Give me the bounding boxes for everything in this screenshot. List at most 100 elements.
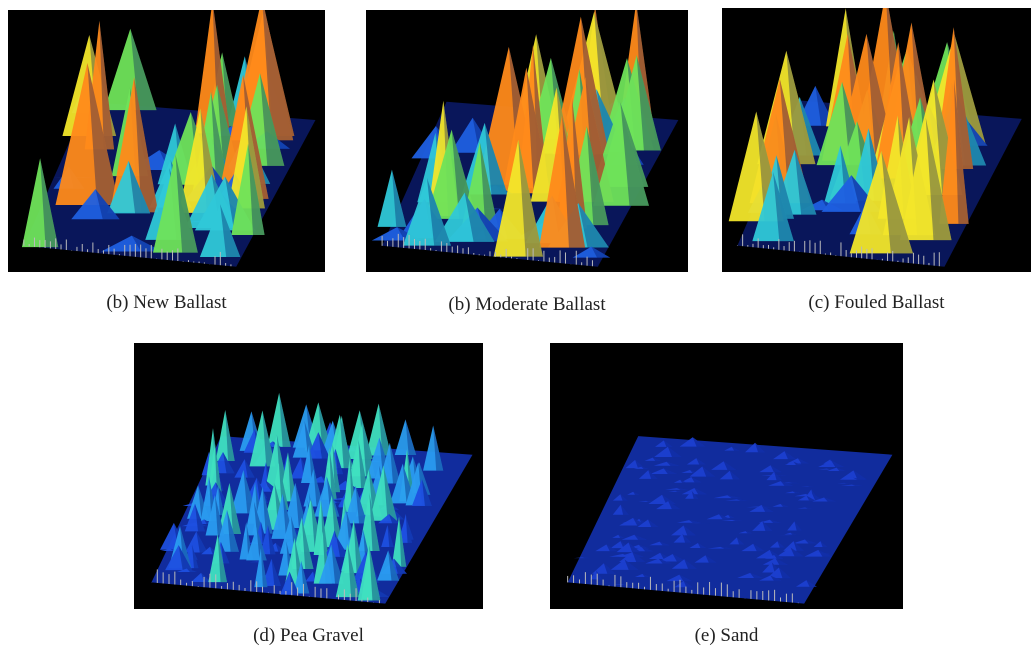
surface-peak-shade — [130, 28, 157, 111]
surface-peak-shade — [268, 487, 279, 492]
surface-peak-shade — [775, 558, 789, 565]
surface-peak — [55, 63, 120, 206]
surface-peak-shade — [267, 525, 276, 555]
surface-peak-shade — [777, 541, 785, 548]
surface-peak-shade — [262, 10, 294, 141]
surface-peak-shade — [641, 466, 649, 469]
surface-peak — [679, 437, 706, 447]
surface-peak-shade — [335, 448, 344, 475]
surface-peak — [818, 468, 836, 470]
surface-peak — [645, 558, 672, 564]
surface-peak — [638, 470, 658, 479]
surface-base — [567, 436, 893, 604]
surface-peak — [759, 465, 782, 473]
surface-peak-shade — [679, 574, 693, 582]
surface-peak-shade — [770, 465, 782, 473]
surface-peak — [784, 461, 802, 466]
surface-peak — [725, 499, 749, 501]
surface-peak-shade — [728, 514, 735, 518]
surface-peak-shade — [720, 546, 734, 549]
surface-peak — [217, 482, 242, 534]
surface-peak — [762, 558, 789, 565]
surface-peak — [625, 459, 645, 469]
surface-peak-shade — [680, 479, 687, 483]
surface-peak — [283, 482, 308, 529]
surface-peak — [752, 520, 773, 531]
surface-peak — [493, 139, 543, 257]
surface-peak-shade — [421, 479, 432, 506]
surface-peak — [378, 513, 400, 524]
surface-peak-shade — [844, 482, 852, 484]
surface-peak-shade — [806, 580, 817, 587]
surface-image — [366, 10, 688, 272]
surface-peak — [304, 402, 332, 451]
surface-peak-shade — [780, 481, 794, 486]
surface-peak-shade — [633, 491, 640, 495]
surface-peak — [411, 479, 432, 506]
surface-peak — [654, 446, 682, 458]
surface-peak — [656, 501, 681, 510]
surface-peak — [685, 490, 699, 499]
surface-peak — [783, 541, 804, 551]
surface-peak-shade — [99, 20, 115, 150]
surface-peak — [593, 108, 650, 206]
surface-image — [134, 343, 483, 609]
surface-peak — [369, 465, 398, 521]
surface-peak — [795, 580, 817, 587]
surface-peak — [357, 544, 381, 601]
surface-peak — [650, 468, 678, 475]
surface-peak-shade — [582, 557, 591, 559]
surface-peak-shade — [794, 149, 817, 215]
surface-peak — [665, 488, 689, 490]
surface-peak — [713, 495, 742, 499]
surface-image — [8, 10, 325, 272]
surface-peak — [318, 544, 344, 584]
surface-peak-shade — [349, 457, 357, 513]
surface-peak — [199, 204, 241, 257]
surface-peak — [377, 169, 407, 227]
surface-peak-shade — [792, 491, 801, 494]
surface-peak-shade — [666, 461, 680, 466]
surface-peak-shade — [388, 550, 400, 581]
surface-peak-shade — [853, 470, 867, 480]
surface-peak — [207, 443, 222, 495]
surface-peak — [612, 504, 629, 515]
surface-peak — [784, 532, 797, 535]
surface-peak-shade — [624, 559, 639, 570]
surface-peak-shade — [399, 516, 407, 567]
surface-peak — [637, 519, 659, 527]
surface-peak — [292, 420, 317, 458]
surface-peak — [343, 485, 368, 524]
caption: (e) Sand — [694, 625, 759, 646]
surface-peak-shade — [334, 500, 344, 503]
surface-peak-shade — [727, 495, 742, 499]
caption: (b) New Ballast — [106, 292, 227, 313]
surface-peak-shade — [652, 457, 661, 461]
surface-peak — [694, 555, 717, 563]
surface-peak — [797, 507, 813, 509]
surface-peak — [671, 559, 697, 569]
surface-peak-shade — [391, 169, 407, 227]
surface-peak — [673, 479, 687, 483]
surface-peak-shade — [648, 470, 658, 479]
surface-peak — [381, 525, 394, 547]
surface-peak-shade — [256, 527, 267, 561]
surface-peak — [849, 150, 913, 254]
surface-peak — [184, 503, 206, 532]
surface-peak — [573, 557, 591, 559]
surface-peak — [681, 469, 699, 473]
surface-peak — [707, 546, 734, 549]
surface-peak-shade — [689, 520, 702, 523]
surface-peak — [738, 531, 753, 534]
surface-peak — [655, 440, 673, 447]
surface-peak — [306, 432, 331, 459]
surface-peak — [766, 471, 782, 481]
surface-peak — [785, 491, 801, 494]
surface-peak-shade — [259, 73, 285, 166]
surface-peak — [724, 446, 740, 451]
surface-peak-shade — [387, 525, 394, 547]
surface-peak — [633, 466, 649, 469]
surface-peak-shade — [770, 575, 782, 581]
surface-peak — [619, 551, 646, 563]
surface-peak-shade — [353, 519, 364, 574]
